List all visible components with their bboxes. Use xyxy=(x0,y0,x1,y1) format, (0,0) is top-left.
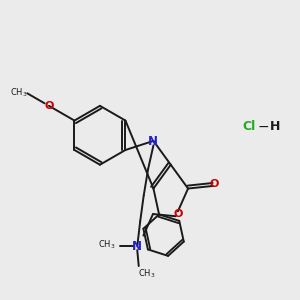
Text: Cl: Cl xyxy=(242,120,255,133)
Text: H: H xyxy=(270,120,280,133)
Text: CH$_3$: CH$_3$ xyxy=(98,238,116,251)
Text: O: O xyxy=(209,179,218,190)
Text: O: O xyxy=(44,101,54,111)
Text: CH$_3$: CH$_3$ xyxy=(10,86,28,99)
Text: −: − xyxy=(257,119,269,134)
Text: N: N xyxy=(132,240,142,254)
Text: CH$_3$: CH$_3$ xyxy=(138,268,156,280)
Text: N: N xyxy=(148,135,158,148)
Text: O: O xyxy=(173,209,183,219)
